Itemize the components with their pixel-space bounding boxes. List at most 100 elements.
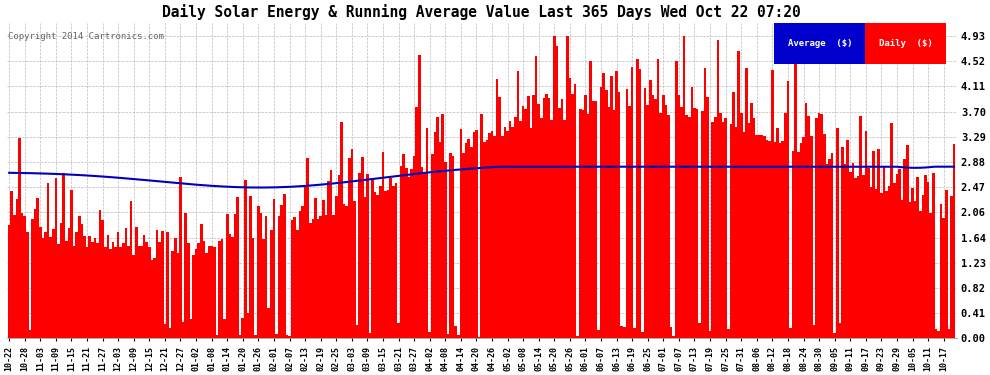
Bar [153, 258, 155, 338]
Bar [709, 331, 712, 338]
Bar [442, 114, 444, 338]
Bar [595, 101, 597, 338]
Bar [752, 118, 755, 338]
Bar [179, 177, 182, 338]
Bar [491, 131, 493, 338]
Bar [187, 243, 189, 338]
Bar [75, 232, 78, 338]
Bar [101, 219, 104, 338]
Bar [914, 201, 917, 338]
Bar [210, 246, 213, 338]
Bar [158, 242, 161, 338]
Bar [922, 195, 925, 338]
Bar [467, 139, 470, 338]
Bar [533, 95, 535, 338]
Bar [363, 197, 366, 338]
Bar [538, 104, 540, 338]
Bar [802, 137, 805, 338]
Bar [18, 138, 21, 338]
Bar [472, 132, 475, 338]
Text: Daily  ($): Daily ($) [879, 39, 933, 48]
Bar [67, 228, 70, 338]
Bar [560, 99, 563, 338]
Bar [65, 241, 67, 338]
Bar [818, 113, 821, 338]
Bar [104, 247, 107, 338]
Bar [322, 200, 325, 338]
Bar [522, 106, 525, 338]
Bar [245, 180, 247, 338]
Bar [704, 68, 706, 338]
Bar [338, 175, 341, 338]
Bar [32, 219, 34, 338]
Bar [403, 153, 405, 338]
Bar [680, 107, 683, 338]
Bar [216, 334, 218, 338]
Bar [226, 214, 229, 338]
Bar [810, 136, 813, 338]
Bar [34, 209, 37, 338]
Bar [197, 243, 200, 338]
Title: Daily Solar Energy & Running Average Value Last 365 Days Wed Oct 22 07:20: Daily Solar Energy & Running Average Val… [162, 4, 801, 20]
Bar [800, 143, 802, 338]
Bar [112, 242, 114, 338]
Text: Copyright 2014 Cartronics.com: Copyright 2014 Cartronics.com [9, 32, 164, 41]
Bar [540, 118, 543, 338]
Bar [254, 335, 257, 338]
Bar [629, 106, 631, 338]
Bar [813, 325, 815, 338]
Bar [249, 196, 251, 338]
Bar [750, 103, 752, 338]
Bar [78, 216, 80, 338]
Bar [485, 140, 488, 338]
Bar [408, 177, 410, 338]
Bar [576, 336, 579, 338]
Bar [771, 70, 773, 338]
Bar [947, 329, 950, 338]
Bar [779, 143, 781, 338]
Bar [613, 110, 616, 338]
Bar [293, 217, 296, 338]
Bar [527, 96, 530, 338]
Bar [600, 87, 602, 338]
Bar [664, 105, 667, 338]
Bar [859, 116, 862, 338]
Bar [395, 183, 397, 338]
Bar [584, 94, 587, 338]
Bar [659, 113, 662, 338]
Bar [361, 157, 363, 338]
Bar [330, 170, 333, 338]
Bar [574, 84, 576, 338]
Bar [176, 253, 179, 338]
Bar [901, 200, 904, 338]
Bar [278, 216, 280, 338]
Bar [563, 120, 566, 338]
Bar [834, 333, 836, 338]
Bar [138, 246, 141, 338]
Bar [387, 190, 389, 338]
Bar [610, 76, 613, 338]
Bar [470, 147, 472, 338]
Bar [449, 153, 451, 338]
Bar [701, 111, 704, 338]
Bar [24, 216, 26, 338]
Bar [856, 176, 859, 338]
Bar [312, 219, 314, 338]
Bar [930, 213, 932, 338]
Bar [148, 247, 150, 338]
Bar [283, 194, 286, 338]
Bar [21, 213, 24, 338]
Bar [382, 153, 384, 338]
Bar [200, 224, 203, 338]
Bar [483, 142, 485, 338]
Bar [738, 51, 740, 338]
Bar [509, 122, 512, 338]
Bar [740, 113, 742, 338]
Bar [346, 206, 347, 338]
Bar [662, 95, 664, 338]
Bar [517, 71, 520, 338]
Bar [146, 242, 148, 338]
Bar [656, 59, 659, 338]
Bar [416, 107, 418, 338]
Bar [358, 173, 361, 338]
